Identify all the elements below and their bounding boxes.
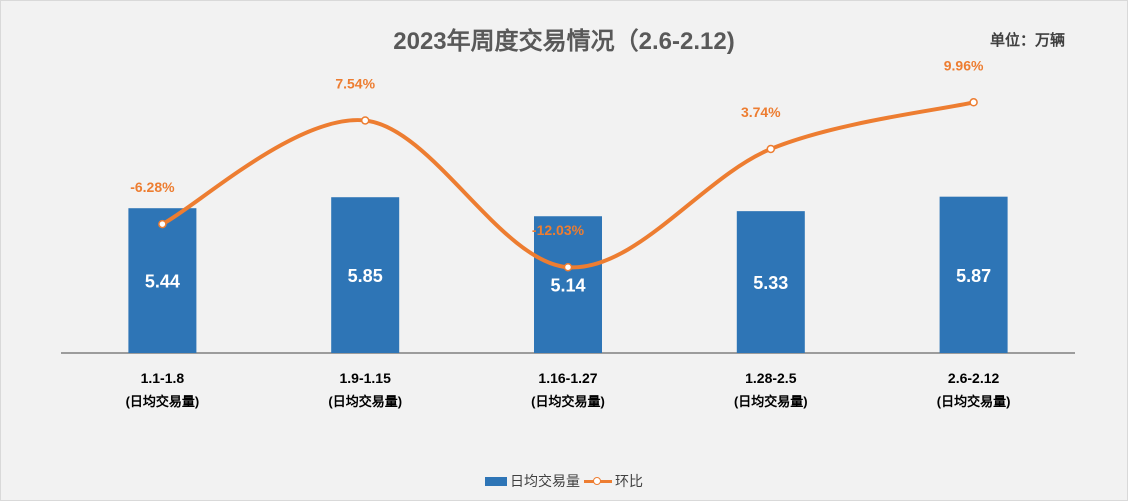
- legend: 日均交易量 环比: [1, 471, 1127, 491]
- bar-1: [128, 208, 197, 353]
- legend-item-line: 环比: [584, 471, 643, 491]
- bar-value-label-2: 5.85: [348, 266, 383, 286]
- bar-4: [736, 211, 805, 353]
- x-tick-label-2: 1.9-1.15: [340, 370, 392, 386]
- legend-item-bar: 日均交易量: [485, 471, 580, 491]
- bar-value-label-4: 5.33: [753, 273, 788, 293]
- x-tick-label-3: 1.16-1.27: [538, 370, 597, 386]
- chart-title: 2023年周度交易情况（2.6-2.12): [393, 28, 735, 55]
- line-value-label-1: -6.28%: [130, 179, 175, 195]
- line-point-1: [158, 219, 167, 229]
- x-tick-sublabel-1: (日均交易量): [126, 394, 200, 409]
- bar-3: [534, 216, 602, 353]
- legend-line-label: 环比: [615, 473, 643, 489]
- line-value-label-4: 3.74%: [741, 104, 781, 120]
- line-point-5: [969, 98, 978, 107]
- line-point-3: [563, 262, 573, 272]
- bar-value-label-3: 5.14: [550, 276, 585, 296]
- legend-line-swatch: [584, 475, 612, 487]
- x-tick-label-4: 1.28-2.5: [745, 370, 797, 386]
- legend-bar-label: 日均交易量: [510, 473, 580, 489]
- x-tick-label-5: 2.6-2.12: [948, 370, 1000, 386]
- line-value-label-5: 9.96%: [944, 57, 984, 73]
- line-value-label-3: -12.03%: [532, 222, 585, 238]
- unit-label: 单位：万辆: [989, 32, 1065, 49]
- bar-value-label-5: 5.87: [956, 266, 991, 286]
- bar-value-label-1: 5.44: [145, 272, 180, 292]
- line-point-4: [766, 144, 776, 154]
- legend-bar-swatch: [485, 476, 507, 486]
- x-tick-sublabel-4: (日均交易量): [734, 394, 808, 409]
- x-tick-label-1: 1.1-1.8: [141, 370, 185, 386]
- line-point-2: [360, 116, 370, 125]
- x-tick-sublabel-3: (日均交易量): [531, 394, 605, 409]
- line-value-label-2: 7.54%: [335, 75, 375, 91]
- x-tick-sublabel-5: (日均交易量): [937, 394, 1011, 409]
- bar-5: [939, 196, 1008, 353]
- bar-2: [331, 197, 400, 353]
- x-tick-sublabel-2: (日均交易量): [328, 394, 402, 409]
